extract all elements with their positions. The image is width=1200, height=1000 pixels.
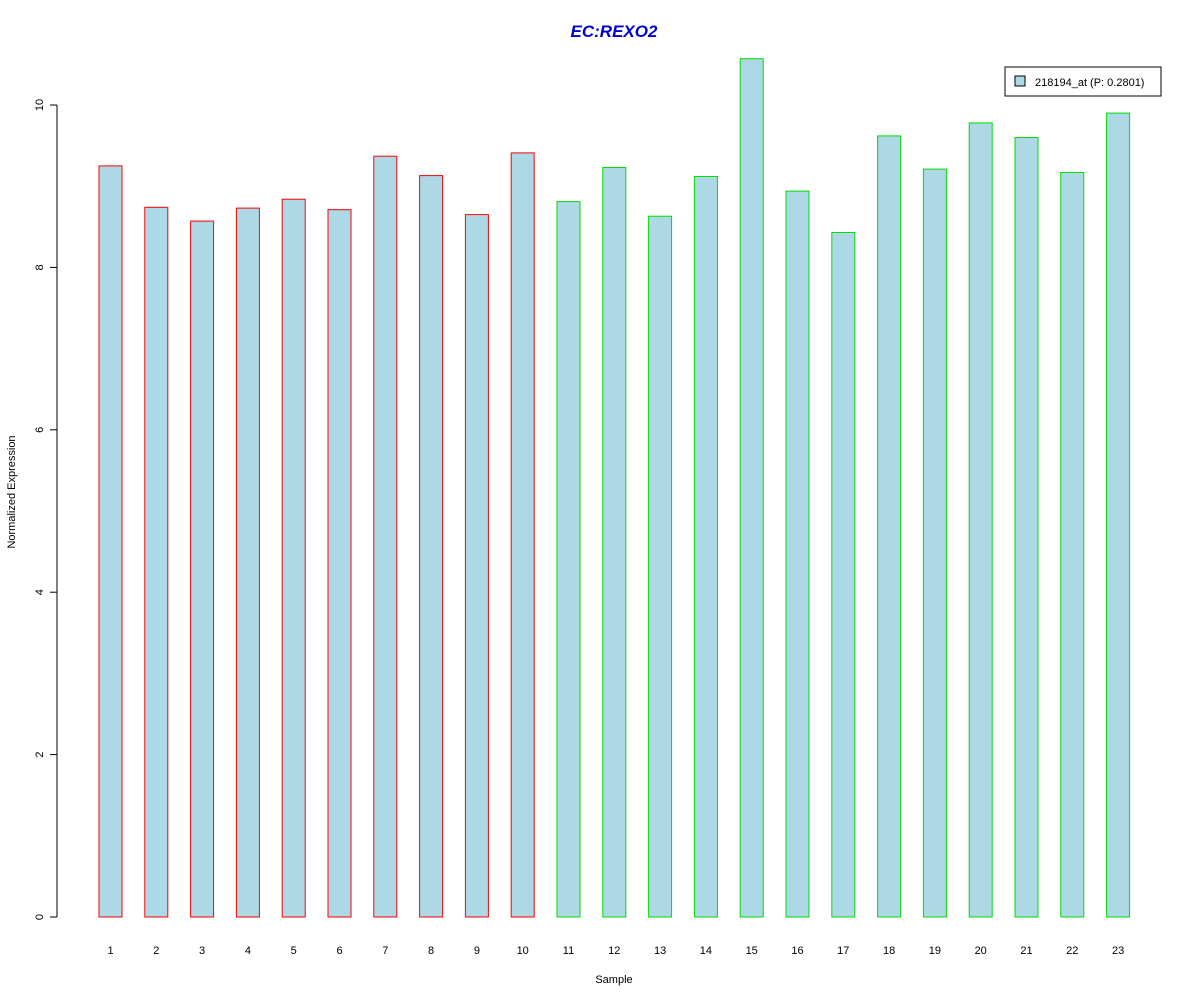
- x-axis-label: Sample: [595, 974, 632, 986]
- y-axis-label: Normalized Expression: [6, 435, 18, 548]
- x-tick-label: 8: [428, 945, 434, 957]
- y-tick-label: 2: [34, 752, 46, 758]
- x-tick-label: 19: [929, 945, 941, 957]
- bar: [556, 201, 581, 918]
- legend-box: [1004, 66, 1162, 97]
- legend: 218194_at (P: 0.2801): [1004, 66, 1162, 97]
- bar: [419, 175, 444, 918]
- y-tick-label: 10: [34, 99, 46, 111]
- x-tick-label: 21: [1020, 945, 1032, 957]
- x-tick-label: 6: [336, 945, 342, 957]
- bar: [1060, 171, 1085, 918]
- x-tick-label: 14: [700, 945, 712, 957]
- bar: [235, 207, 260, 918]
- y-axis: 0 2 4 6 8 10: [34, 99, 58, 920]
- x-tick-label: 9: [474, 945, 480, 957]
- x-tick-label: 17: [837, 945, 849, 957]
- bar: [327, 209, 352, 918]
- bar: [922, 168, 947, 918]
- x-tick-label: 11: [563, 945, 574, 957]
- bar: [98, 165, 123, 918]
- legend-label: 218194_at (P: 0.2801): [1035, 77, 1144, 89]
- y-tick-label: 8: [34, 264, 46, 270]
- bar: [510, 152, 535, 918]
- x-tick-label: 18: [883, 945, 895, 957]
- x-tick-label: 7: [382, 945, 388, 957]
- bar: [739, 58, 764, 918]
- bar: [877, 135, 902, 918]
- x-tick-label: 10: [517, 945, 529, 957]
- y-tick-label: 6: [34, 427, 46, 433]
- x-tick-label: 2: [153, 945, 159, 957]
- x-tick-label: 5: [291, 945, 297, 957]
- legend-swatch: [1014, 75, 1026, 87]
- x-tick-labels: 1 2 3 4 5 6 7 8 9 10 11 12 13 14 15 16 17 18 19 20 21 22 23: [107, 945, 1124, 957]
- bar: [693, 176, 718, 918]
- bar: [1014, 137, 1039, 918]
- bar: [373, 155, 398, 918]
- bar: [1106, 112, 1131, 918]
- x-tick-label: 12: [608, 945, 620, 957]
- chart-title: EC:REXO2: [571, 22, 658, 41]
- x-tick-label: 4: [245, 945, 251, 957]
- x-tick-label: 23: [1112, 945, 1124, 957]
- bar: [831, 232, 856, 918]
- bar: [464, 214, 489, 918]
- bar: [968, 122, 993, 918]
- bar: [190, 220, 215, 918]
- bar: [602, 167, 627, 918]
- bars-group: [98, 58, 1131, 918]
- x-tick-label: 1: [107, 945, 113, 957]
- bar: [785, 190, 810, 918]
- x-tick-label: 22: [1066, 945, 1078, 957]
- y-tick-label: 4: [34, 589, 46, 595]
- x-tick-label: 16: [791, 945, 803, 957]
- y-tick-label: 0: [34, 914, 46, 920]
- x-tick-label: 3: [199, 945, 205, 957]
- x-tick-label: 15: [746, 945, 758, 957]
- bar: [144, 206, 169, 918]
- x-tick-label: 20: [975, 945, 987, 957]
- bar: [281, 198, 306, 918]
- bar: [648, 215, 673, 918]
- x-tick-label: 13: [654, 945, 666, 957]
